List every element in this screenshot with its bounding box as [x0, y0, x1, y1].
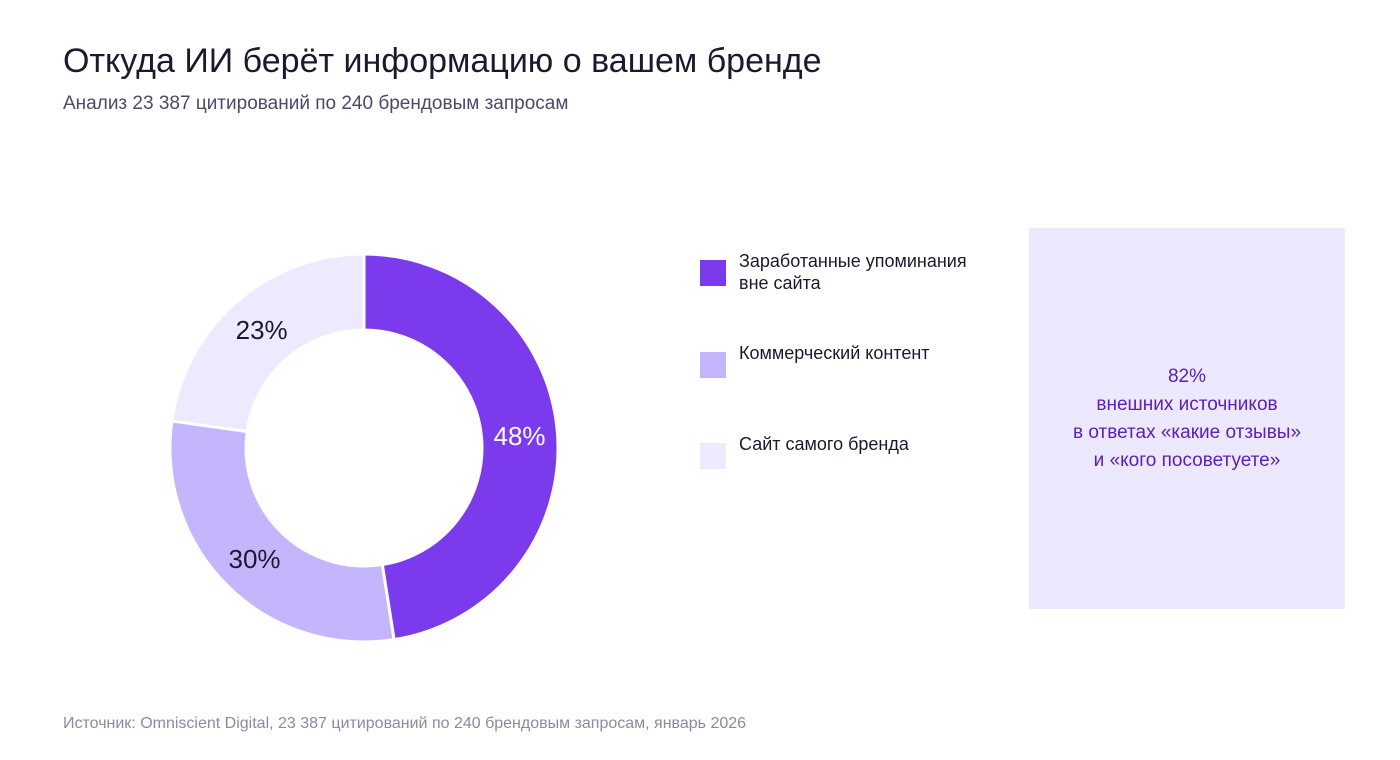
legend-label: Коммерческий контент: [739, 342, 1009, 364]
legend-label: Заработанные упоминания вне сайта: [739, 250, 1009, 294]
legend-item: Сайт самого бренда: [700, 433, 1009, 469]
callout-line: в ответах «какие отзывы»: [1072, 421, 1302, 443]
legend-label: Сайт самого бренда: [739, 433, 1009, 455]
slice-earned-mentions: [362, 252, 560, 642]
legend-label-line: Сайт самого бренда: [739, 434, 909, 454]
source-footer: Источник: Omniscient Digital, 23 387 цит…: [63, 715, 747, 732]
slice-data-label: 48%: [494, 421, 546, 451]
slice-data-label: 30%: [229, 544, 281, 574]
chart-subtitle: Анализ 23 387 цитирований по 240 брендов…: [63, 93, 569, 114]
legend-swatch: [700, 443, 726, 469]
callout-box: 82% внешних источников в ответах «какие от…: [1029, 228, 1345, 609]
slice-data-label: 23%: [236, 315, 288, 345]
callout-line: и «кого посоветуете»: [1093, 449, 1281, 471]
legend-swatch: [700, 352, 726, 378]
chart-title: Откуда ИИ берёт информацию о вашем бренд…: [63, 42, 822, 80]
legend-label-line: Коммерческий контент: [739, 343, 930, 363]
donut-chart: 48% 30% 23%: [168, 252, 560, 644]
donut-slice-labels: 48% 30% 23%: [229, 315, 546, 574]
callout-text: 82% внешних источников в ответах «какие от…: [1073, 363, 1301, 475]
donut-slices: [168, 252, 560, 644]
legend-label-line: Заработанные упоминания: [739, 251, 967, 271]
legend-label-line: вне сайта: [739, 273, 821, 293]
legend-item: Коммерческий контент: [700, 342, 1009, 378]
legend-item: Заработанные упоминания вне сайта: [700, 250, 1009, 294]
callout-line: внешних источников: [1096, 393, 1278, 415]
slice-brand-site: [170, 252, 366, 434]
legend-swatch: [700, 260, 726, 286]
callout-line: 82%: [1167, 365, 1206, 387]
slice-commercial-content: [168, 419, 396, 644]
